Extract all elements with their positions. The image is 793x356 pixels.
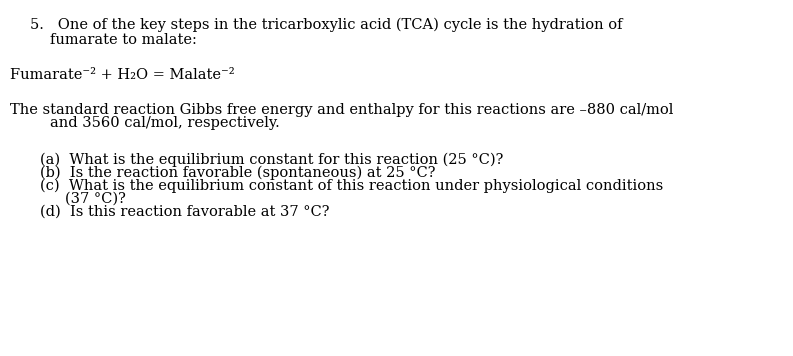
Text: (c)  What is the equilibrium constant of this reaction under physiological condi: (c) What is the equilibrium constant of … (40, 179, 663, 193)
Text: The standard reaction Gibbs free energy and enthalpy for this reactions are –880: The standard reaction Gibbs free energy … (10, 103, 673, 117)
Text: Fumarate⁻² + H₂O = Malate⁻²: Fumarate⁻² + H₂O = Malate⁻² (10, 68, 235, 82)
Text: (b)  Is the reaction favorable (spontaneous) at 25 °C?: (b) Is the reaction favorable (spontaneo… (40, 166, 435, 180)
Text: 5.   One of the key steps in the tricarboxylic acid (TCA) cycle is the hydration: 5. One of the key steps in the tricarbox… (30, 18, 623, 32)
Text: (37 °C)?: (37 °C)? (65, 192, 126, 206)
Text: (a)  What is the equilibrium constant for this reaction (25 °C)?: (a) What is the equilibrium constant for… (40, 153, 504, 167)
Text: (d)  Is this reaction favorable at 37 °C?: (d) Is this reaction favorable at 37 °C? (40, 205, 330, 219)
Text: and 3560 cal/mol, respectively.: and 3560 cal/mol, respectively. (50, 116, 280, 130)
Text: fumarate to malate:: fumarate to malate: (50, 33, 197, 47)
